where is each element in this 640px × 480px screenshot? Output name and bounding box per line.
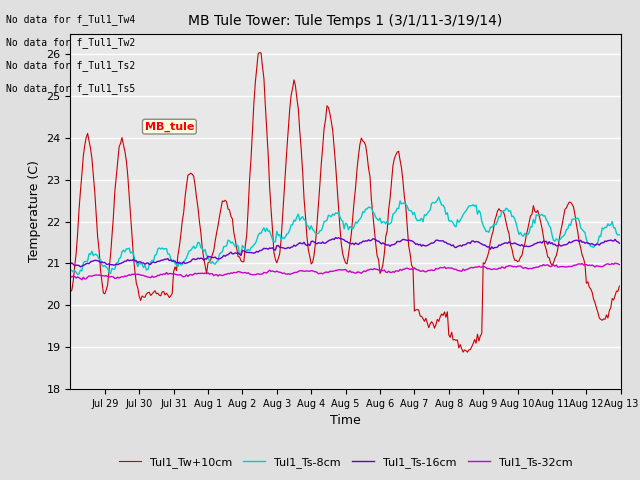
- Tul1_Ts-16cm: [614, 239, 622, 245]
- Tul1_Ts-16cm: [104, 262, 111, 267]
- Title: MB Tule Tower: Tule Temps 1 (3/1/11-3/19/14): MB Tule Tower: Tule Temps 1 (3/1/11-3/19…: [188, 14, 503, 28]
- Tul1_Ts-8cm: [104, 265, 111, 271]
- Tul1_Ts-16cm: [461, 242, 468, 248]
- Text: No data for f_Tul1_Tw2: No data for f_Tul1_Tw2: [6, 37, 136, 48]
- Tul1_Tw+10cm: [102, 287, 110, 293]
- Tul1_Tw+10cm: [616, 283, 623, 289]
- Tul1_Ts-32cm: [460, 266, 467, 272]
- Tul1_Tw+10cm: [67, 289, 74, 295]
- Line: Tul1_Ts-8cm: Tul1_Ts-8cm: [70, 197, 620, 275]
- Text: No data for f_Tul1_Tw4: No data for f_Tul1_Tw4: [6, 14, 136, 25]
- Tul1_Ts-16cm: [86, 259, 94, 265]
- Tul1_Ts-8cm: [543, 216, 550, 222]
- Text: No data for f_Tul1_Ts2: No data for f_Tul1_Ts2: [6, 60, 136, 72]
- Line: Tul1_Ts-16cm: Tul1_Ts-16cm: [70, 238, 620, 267]
- Tul1_Tw+10cm: [614, 288, 622, 294]
- Tul1_Ts-16cm: [67, 261, 74, 267]
- Tul1_Ts-8cm: [74, 272, 81, 277]
- Tul1_Ts-8cm: [67, 267, 74, 273]
- X-axis label: Time: Time: [330, 414, 361, 427]
- Tul1_Ts-32cm: [616, 262, 623, 267]
- Y-axis label: Temperature (C): Temperature (C): [28, 160, 41, 262]
- Tul1_Ts-16cm: [77, 264, 84, 270]
- Tul1_Ts-32cm: [541, 263, 548, 268]
- Legend: Tul1_Tw+10cm, Tul1_Ts-8cm, Tul1_Ts-16cm, Tul1_Ts-32cm: Tul1_Tw+10cm, Tul1_Ts-8cm, Tul1_Ts-16cm,…: [115, 452, 577, 472]
- Tul1_Ts-16cm: [352, 240, 360, 246]
- Tul1_Ts-8cm: [614, 232, 622, 238]
- Tul1_Tw+10cm: [543, 247, 550, 252]
- Line: Tul1_Ts-32cm: Tul1_Ts-32cm: [70, 263, 620, 280]
- Line: Tul1_Tw+10cm: Tul1_Tw+10cm: [70, 52, 620, 352]
- Tul1_Ts-32cm: [350, 270, 358, 276]
- Tul1_Ts-8cm: [350, 223, 358, 229]
- Tul1_Tw+10cm: [460, 349, 467, 355]
- Tul1_Ts-32cm: [67, 274, 74, 279]
- Tul1_Ts-8cm: [435, 194, 443, 200]
- Tul1_Tw+10cm: [256, 49, 264, 55]
- Tul1_Ts-8cm: [461, 210, 468, 216]
- Tul1_Ts-16cm: [616, 240, 623, 246]
- Tul1_Ts-32cm: [611, 260, 619, 266]
- Tul1_Ts-16cm: [332, 235, 339, 240]
- Tul1_Ts-8cm: [616, 232, 623, 238]
- Text: No data for f_Tul1_Ts5: No data for f_Tul1_Ts5: [6, 84, 136, 95]
- Tul1_Ts-16cm: [543, 239, 550, 244]
- Tul1_Ts-32cm: [86, 273, 94, 279]
- Text: MB_tule: MB_tule: [145, 121, 194, 132]
- Tul1_Ts-8cm: [86, 252, 94, 257]
- Tul1_Tw+10cm: [463, 349, 471, 355]
- Tul1_Ts-32cm: [104, 274, 111, 279]
- Tul1_Tw+10cm: [85, 138, 93, 144]
- Tul1_Ts-32cm: [78, 277, 86, 283]
- Tul1_Ts-32cm: [614, 261, 622, 267]
- Tul1_Tw+10cm: [350, 198, 358, 204]
